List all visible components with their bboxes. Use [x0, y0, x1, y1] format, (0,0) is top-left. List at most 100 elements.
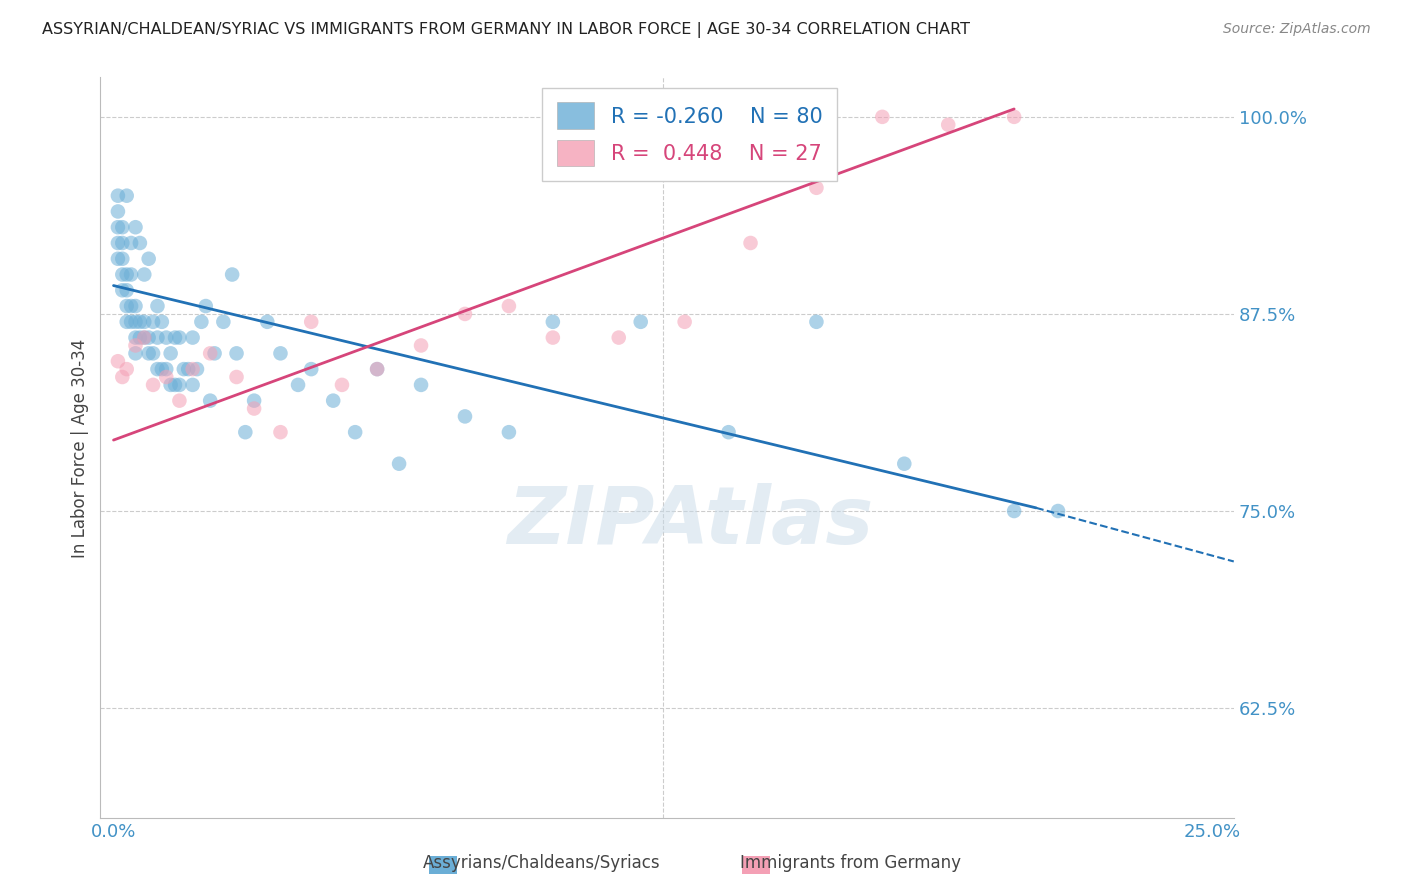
Point — [134, 268, 156, 282]
Point — [717, 425, 740, 440]
Point — [409, 338, 432, 352]
Point — [186, 362, 208, 376]
Point — [107, 188, 129, 202]
Point — [124, 299, 146, 313]
Point — [169, 393, 191, 408]
Point — [269, 425, 291, 440]
Point — [299, 315, 322, 329]
Point — [128, 330, 150, 344]
Point — [120, 235, 142, 250]
Point — [541, 330, 564, 344]
Point — [607, 330, 630, 344]
Point — [146, 299, 169, 313]
Text: Assyrians/Chaldeans/Syriacs: Assyrians/Chaldeans/Syriacs — [422, 855, 661, 872]
Point — [322, 393, 344, 408]
Point — [111, 235, 134, 250]
Point — [107, 235, 129, 250]
Point — [806, 181, 828, 195]
Point — [115, 188, 138, 202]
Point — [107, 220, 129, 235]
Point — [163, 330, 186, 344]
Point — [134, 330, 156, 344]
Point — [366, 362, 388, 376]
Point — [198, 346, 221, 360]
Point — [146, 330, 169, 344]
Point — [806, 315, 828, 329]
Point — [142, 346, 165, 360]
Point — [111, 252, 134, 266]
Point — [243, 393, 266, 408]
Point — [111, 268, 134, 282]
Point — [454, 307, 477, 321]
Point — [498, 425, 520, 440]
Point — [115, 362, 138, 376]
Point — [299, 362, 322, 376]
Text: ZIPAtlas: ZIPAtlas — [506, 483, 873, 561]
Point — [541, 315, 564, 329]
Y-axis label: In Labor Force | Age 30-34: In Labor Force | Age 30-34 — [72, 338, 89, 558]
Point — [134, 315, 156, 329]
Point — [107, 204, 129, 219]
Point — [269, 346, 291, 360]
Point — [177, 362, 200, 376]
Point — [128, 315, 150, 329]
Point — [498, 299, 520, 313]
Point — [111, 283, 134, 297]
Point — [181, 330, 204, 344]
Point — [150, 315, 173, 329]
Point — [115, 268, 138, 282]
Point — [409, 377, 432, 392]
Point — [120, 268, 142, 282]
Point — [134, 330, 156, 344]
Point — [893, 457, 915, 471]
Point — [155, 362, 177, 376]
Point — [159, 377, 181, 392]
Legend: R = -0.260    N = 80, R =  0.448    N = 27: R = -0.260 N = 80, R = 0.448 N = 27 — [543, 87, 838, 181]
Point — [124, 338, 146, 352]
Point — [344, 425, 367, 440]
Point — [1002, 110, 1025, 124]
Point — [155, 370, 177, 384]
Point — [198, 393, 221, 408]
Point — [159, 346, 181, 360]
Point — [190, 315, 212, 329]
Point — [194, 299, 217, 313]
Point — [115, 283, 138, 297]
Point — [225, 370, 247, 384]
Point — [128, 235, 150, 250]
Point — [163, 377, 186, 392]
Point — [146, 362, 169, 376]
Point — [111, 220, 134, 235]
Point — [173, 362, 195, 376]
Point — [111, 370, 134, 384]
Point — [673, 315, 696, 329]
Point — [138, 346, 160, 360]
Point — [1002, 504, 1025, 518]
Point — [872, 110, 894, 124]
Point — [124, 315, 146, 329]
Point — [256, 315, 278, 329]
Point — [142, 315, 165, 329]
Point — [181, 377, 204, 392]
Point — [150, 362, 173, 376]
Point — [120, 299, 142, 313]
Point — [630, 315, 652, 329]
Point — [287, 377, 309, 392]
Point — [155, 330, 177, 344]
Point — [169, 330, 191, 344]
Point — [221, 268, 243, 282]
Point — [204, 346, 226, 360]
Point — [388, 457, 411, 471]
Point — [366, 362, 388, 376]
Point — [243, 401, 266, 416]
Point — [740, 235, 762, 250]
Point — [124, 220, 146, 235]
Point — [225, 346, 247, 360]
Point — [115, 299, 138, 313]
Text: ASSYRIAN/CHALDEAN/SYRIAC VS IMMIGRANTS FROM GERMANY IN LABOR FORCE | AGE 30-34 C: ASSYRIAN/CHALDEAN/SYRIAC VS IMMIGRANTS F… — [42, 22, 970, 38]
Point — [115, 315, 138, 329]
Point — [124, 330, 146, 344]
Point — [169, 377, 191, 392]
Point — [107, 354, 129, 368]
Point — [233, 425, 256, 440]
